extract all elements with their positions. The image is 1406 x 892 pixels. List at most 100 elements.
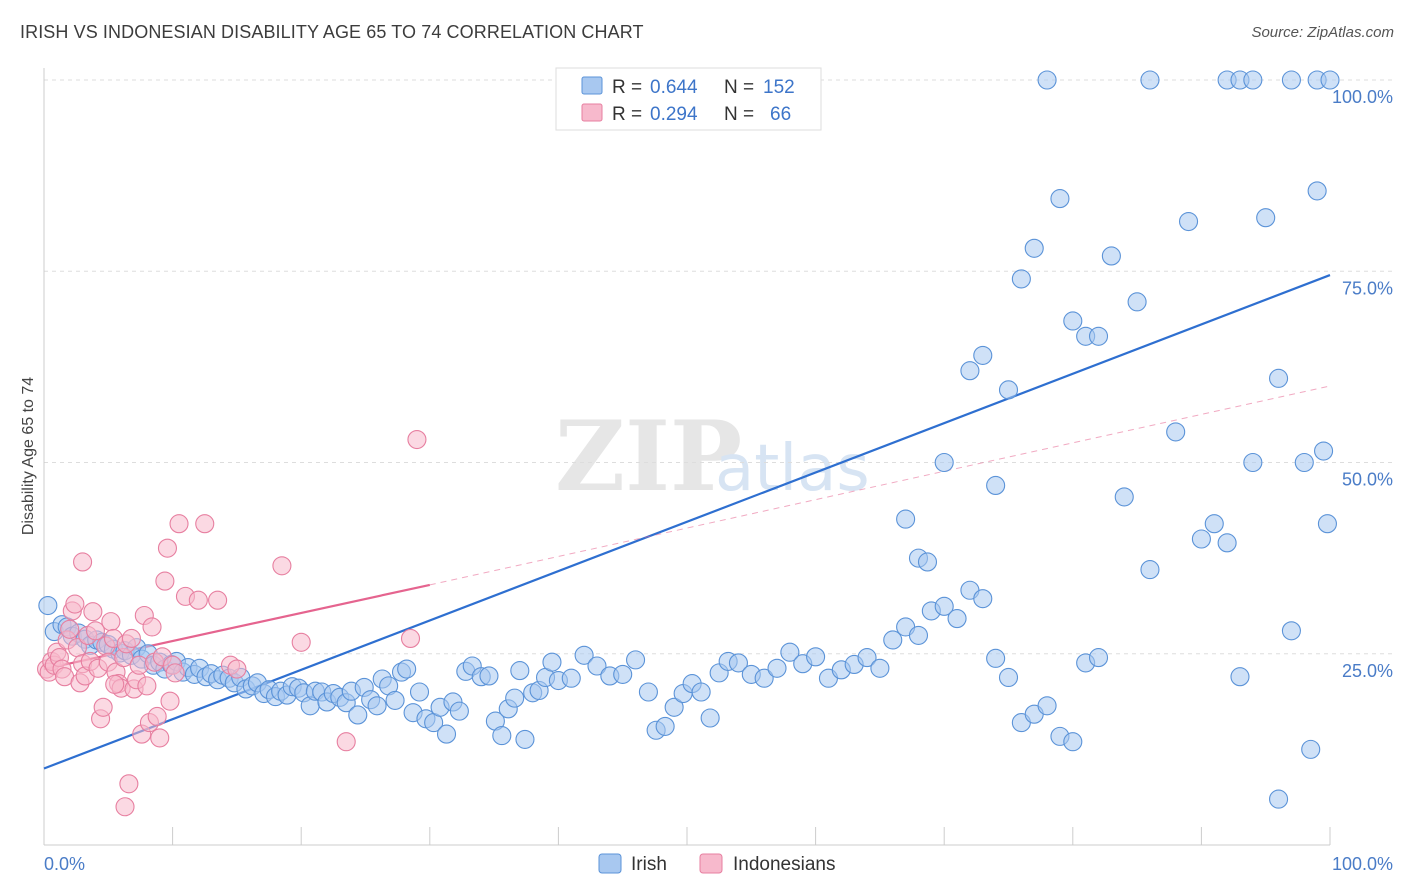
point-irish-149: [1178, 211, 1199, 232]
point-irish-118: [947, 609, 967, 629]
point-indonesians-19: [85, 621, 105, 641]
point-irish-98: [700, 708, 720, 728]
point-indonesians-54: [188, 590, 208, 610]
point-irish-56: [367, 696, 387, 716]
point-irish-170: [1269, 789, 1289, 809]
point-irish-113: [883, 630, 903, 650]
point-irish-61: [397, 659, 417, 679]
bottom-legend: Irish Indonesians: [598, 853, 835, 875]
point-irish-146: [1127, 292, 1147, 312]
point-indonesians-43: [147, 706, 167, 727]
point-irish-139: [1024, 238, 1044, 258]
point-irish-125: [1037, 696, 1057, 716]
x-tick-marks: [172, 827, 1331, 845]
point-irish-156: [1269, 368, 1289, 388]
point-irish-85: [561, 668, 581, 688]
point-irish-134: [960, 361, 980, 381]
point-indonesians-33: [121, 628, 141, 649]
point-irish-94: [664, 697, 684, 717]
point-irish-171: [1301, 739, 1321, 759]
point-irish-115: [908, 625, 929, 645]
grid: [44, 79, 1393, 655]
point-irish-150: [1191, 529, 1211, 549]
data-points: [37, 70, 1340, 817]
point-irish-141: [1063, 311, 1083, 331]
point-irish-145: [1114, 487, 1134, 507]
point-irish-121: [986, 648, 1006, 668]
point-irish-89: [613, 664, 633, 684]
point-indonesians-52: [169, 514, 189, 534]
point-irish-127: [1063, 732, 1083, 752]
point-irish-75: [492, 726, 512, 746]
point-irish-160: [1314, 441, 1334, 461]
point-irish-120: [973, 589, 993, 609]
y-axis-label: Disability Age 65 to 74: [20, 377, 37, 535]
point-irish-137: [998, 380, 1019, 400]
point-irish-129: [1088, 648, 1109, 668]
chart-source: Source: ZipAtlas.com: [1251, 24, 1394, 41]
point-indonesians-11: [65, 594, 85, 614]
point-irish-79: [515, 729, 535, 749]
point-irish-144: [1101, 246, 1121, 266]
point-irish-53: [348, 705, 368, 725]
point-irish-103: [754, 668, 774, 688]
point-irish-130: [896, 509, 916, 529]
point-indonesians-25: [101, 612, 121, 632]
point-irish-152: [1217, 533, 1237, 553]
point-indonesians-58: [227, 659, 247, 679]
point-irish-105: [780, 642, 800, 662]
point-irish-162: [1037, 70, 1057, 90]
bottom-legend-swatch-indonesians: [699, 853, 723, 874]
point-irish-107: [806, 647, 826, 667]
watermark-atlas: atlas: [715, 432, 870, 506]
point-irish-77: [505, 688, 525, 708]
watermark-zip: ZIP: [555, 400, 742, 513]
point-indonesians-48: [160, 691, 180, 711]
point-irish-163: [1140, 70, 1160, 90]
point-irish-86: [574, 645, 594, 665]
point-indonesians-36: [129, 655, 149, 675]
point-irish-104: [767, 658, 787, 678]
point-irish-112: [870, 658, 890, 678]
y-tick-label-25: 25.0%: [1342, 661, 1393, 681]
legend-r-label-indonesians: R =: [612, 104, 642, 125]
point-irish-0: [38, 596, 58, 616]
point-irish-161: [1317, 514, 1337, 534]
point-irish-148: [1166, 422, 1186, 442]
legend-n-value-indonesians: 66: [770, 104, 791, 125]
point-indonesians-56: [208, 590, 228, 610]
point-irish-111: [857, 648, 877, 668]
point-irish-122: [998, 667, 1019, 688]
point-irish-140: [1050, 189, 1070, 209]
legend-r-label-irish: R =: [612, 77, 642, 98]
point-irish-133: [934, 452, 954, 473]
point-indonesians-47: [157, 538, 178, 558]
point-indonesians-41: [142, 617, 162, 637]
x-tick-label-max: 100.0%: [1332, 854, 1393, 874]
point-indonesians-9: [60, 619, 80, 639]
point-irish-136: [986, 475, 1006, 496]
point-indonesians-46: [155, 571, 175, 591]
bottom-legend-swatch-irish: [598, 853, 622, 874]
point-indonesians-50: [165, 663, 185, 683]
point-indonesians-18: [83, 602, 103, 622]
point-irish-73: [479, 666, 499, 686]
point-irish-69: [449, 701, 469, 721]
point-irish-67: [436, 724, 457, 744]
point-irish-153: [1230, 667, 1250, 687]
bottom-legend-label-irish: Irish: [631, 854, 667, 875]
point-irish-135: [973, 345, 993, 365]
point-indonesians-39: [137, 676, 157, 696]
legend-n-label-irish: N =: [724, 77, 754, 98]
point-irish-59: [385, 690, 405, 710]
point-indonesians-22: [93, 697, 113, 717]
point-irish-83: [542, 652, 562, 672]
point-irish-91: [638, 682, 658, 702]
point-irish-117: [934, 596, 954, 616]
point-indonesians-55: [195, 514, 215, 534]
legend-n-value-irish: 152: [763, 77, 795, 98]
legend-r-value-indonesians: 0.294: [650, 104, 698, 125]
point-irish-97: [691, 682, 711, 702]
point-indonesians-60: [291, 632, 311, 652]
